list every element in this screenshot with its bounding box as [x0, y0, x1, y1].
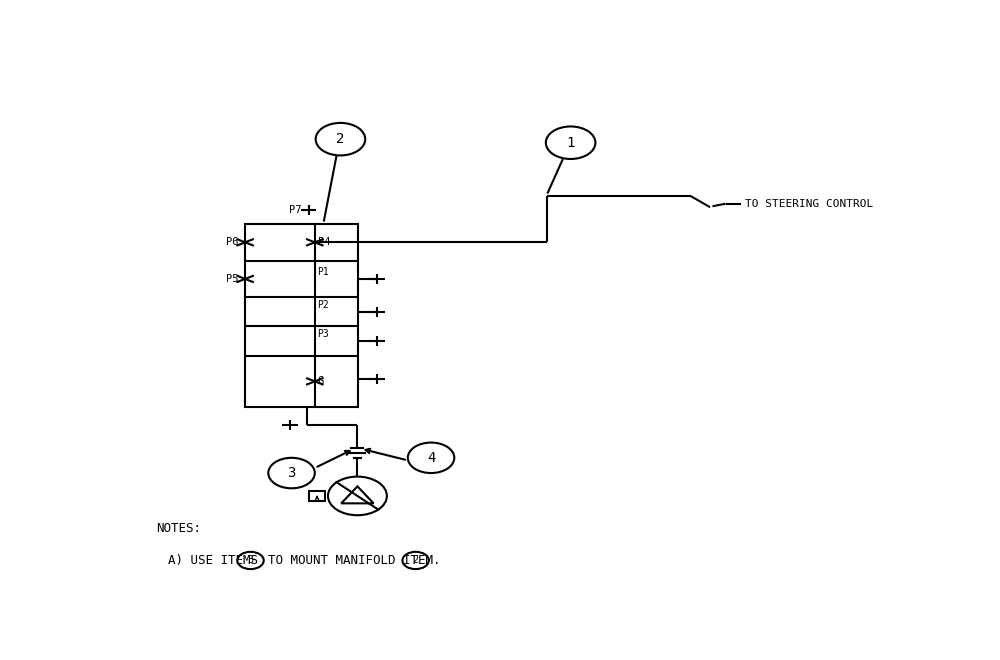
Text: TO MOUNT MANIFOLD ITEM: TO MOUNT MANIFOLD ITEM [268, 554, 433, 567]
Text: P4: P4 [318, 238, 330, 248]
Text: TO STEERING CONTROL: TO STEERING CONTROL [745, 199, 873, 209]
Bar [245, 224, 358, 407]
Text: P3: P3 [317, 329, 329, 339]
Text: P5: P5 [226, 274, 239, 284]
Text: 4: 4 [427, 451, 435, 465]
Text: P6: P6 [226, 238, 239, 248]
Text: NOTES:: NOTES: [156, 523, 201, 535]
Bar [309, 491, 325, 501]
Text: P7: P7 [289, 205, 302, 214]
Text: 3: 3 [287, 466, 296, 480]
Text: G: G [318, 376, 324, 386]
Text: P2: P2 [317, 300, 329, 310]
Text: 2: 2 [413, 556, 419, 566]
Text: 5: 5 [247, 556, 254, 566]
Text: 2: 2 [336, 132, 345, 146]
Text: .: . [433, 554, 440, 567]
Text: P1: P1 [317, 267, 329, 277]
Text: 1: 1 [566, 136, 575, 150]
Text: A) USE ITEMS: A) USE ITEMS [168, 554, 258, 567]
